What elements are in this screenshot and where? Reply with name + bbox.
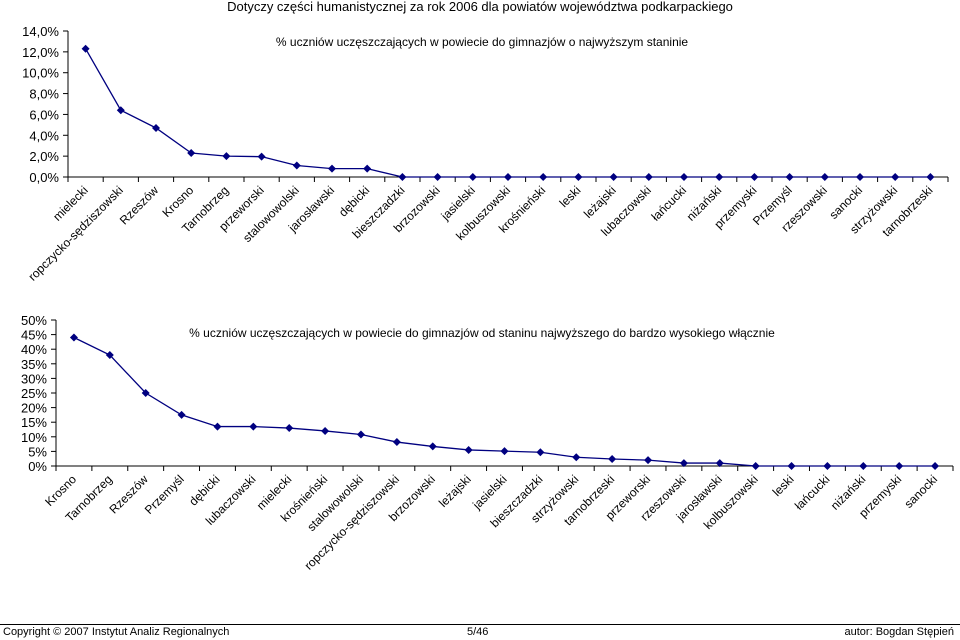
y-tick-label: 25% <box>21 386 47 401</box>
data-point <box>116 106 125 115</box>
data-point <box>152 123 160 132</box>
y-tick-label: 2,0% <box>29 149 59 164</box>
data-point <box>572 453 581 462</box>
y-tick-label: 50% <box>21 313 47 328</box>
y-tick-label: 5% <box>28 444 47 459</box>
data-point <box>823 462 832 470</box>
y-tick-label: 4,0% <box>29 128 59 143</box>
data-point <box>249 422 258 431</box>
data-point <box>363 164 372 173</box>
data-point <box>177 410 186 419</box>
x-category-label: leski <box>770 472 797 499</box>
footer-copyright: Copyright © 2007 Instytut Analiz Regiona… <box>3 626 230 638</box>
data-point <box>680 173 688 181</box>
data-point <box>285 424 294 433</box>
data-point <box>715 459 724 468</box>
y-tick-label: 0,0% <box>29 170 59 185</box>
data-point <box>105 351 114 360</box>
data-point <box>356 430 365 439</box>
data-point <box>931 462 940 470</box>
y-tick-label: 35% <box>21 357 47 372</box>
data-point <box>292 161 301 170</box>
footer-page-number: 5/46 <box>467 626 489 638</box>
data-point <box>69 333 78 342</box>
data-point <box>187 149 196 158</box>
y-tick-label: 6,0% <box>29 107 59 122</box>
x-category-label: leski <box>557 183 584 210</box>
y-tick-label: 8,0% <box>29 87 59 102</box>
data-point <box>504 173 512 181</box>
x-category-label: łańcucki <box>792 472 833 513</box>
data-point <box>787 462 796 470</box>
chart-title: % uczniów uczęszczających w powiecie do … <box>276 35 688 49</box>
data-point <box>750 173 759 181</box>
charts-canvas: 14,0%12,0%10,0%8,0%6,0%4,0%2,0%0,0%miele… <box>21 24 954 573</box>
data-point <box>213 422 222 431</box>
chart-top: 14,0%12,0%10,0%8,0%6,0%4,0%2,0%0,0%miele… <box>22 24 949 284</box>
x-category-label: Rzeszów <box>117 183 162 228</box>
y-tick-label: 40% <box>21 342 47 357</box>
data-point <box>820 173 829 181</box>
data-point <box>644 173 653 181</box>
y-tick-label: 12,0% <box>22 45 59 60</box>
data-point <box>328 164 336 173</box>
data-point <box>433 173 442 181</box>
data-point <box>222 152 231 161</box>
data-point <box>785 173 794 181</box>
data-point <box>895 462 904 470</box>
y-tick-label: 15% <box>21 415 47 430</box>
chart-title: % uczniów uczęszczających w powiecie do … <box>189 326 775 340</box>
data-point <box>468 173 477 181</box>
x-category-label: łańcucki <box>649 183 690 224</box>
data-point <box>715 173 724 181</box>
data-point <box>321 426 330 435</box>
data-point <box>891 173 900 181</box>
data-point <box>751 462 760 470</box>
y-tick-label: 45% <box>21 328 47 343</box>
data-point <box>644 456 653 465</box>
y-tick-label: 14,0% <box>22 24 59 39</box>
y-tick-label: 0% <box>28 459 47 474</box>
data-point <box>539 173 548 181</box>
page-title: Dotyczy części humanistycznej za rok 200… <box>227 0 733 14</box>
data-point <box>398 173 407 181</box>
series-line <box>85 48 931 178</box>
data-point <box>608 454 617 463</box>
data-point <box>574 173 583 181</box>
data-point <box>926 173 935 181</box>
footer: Copyright © 2007 Instytut Analiz Regiona… <box>0 624 960 640</box>
data-point <box>856 173 864 181</box>
x-category-label: leżajski <box>436 472 474 510</box>
x-category-label: Przemyśl <box>142 472 187 517</box>
x-category-label: sanocki <box>902 472 941 511</box>
footer-author: autor: Bogdan Stępień <box>844 626 954 638</box>
data-point <box>392 438 401 447</box>
data-point <box>428 442 437 451</box>
data-point <box>609 173 618 181</box>
chart-bottom: 50%45%40%35%30%25%20%15%10%5%0%KrosnoTar… <box>21 313 954 573</box>
data-point <box>141 389 150 397</box>
data-point <box>257 152 266 161</box>
data-point <box>464 445 473 454</box>
y-tick-label: 10% <box>21 430 47 445</box>
data-point <box>679 459 688 468</box>
y-tick-label: 20% <box>21 401 47 416</box>
series-line <box>73 336 936 467</box>
y-tick-label: 10,0% <box>22 66 59 81</box>
data-point <box>859 462 868 470</box>
data-point <box>81 44 90 53</box>
data-point <box>536 448 545 457</box>
y-tick-label: 30% <box>21 371 47 386</box>
data-point <box>500 447 509 456</box>
